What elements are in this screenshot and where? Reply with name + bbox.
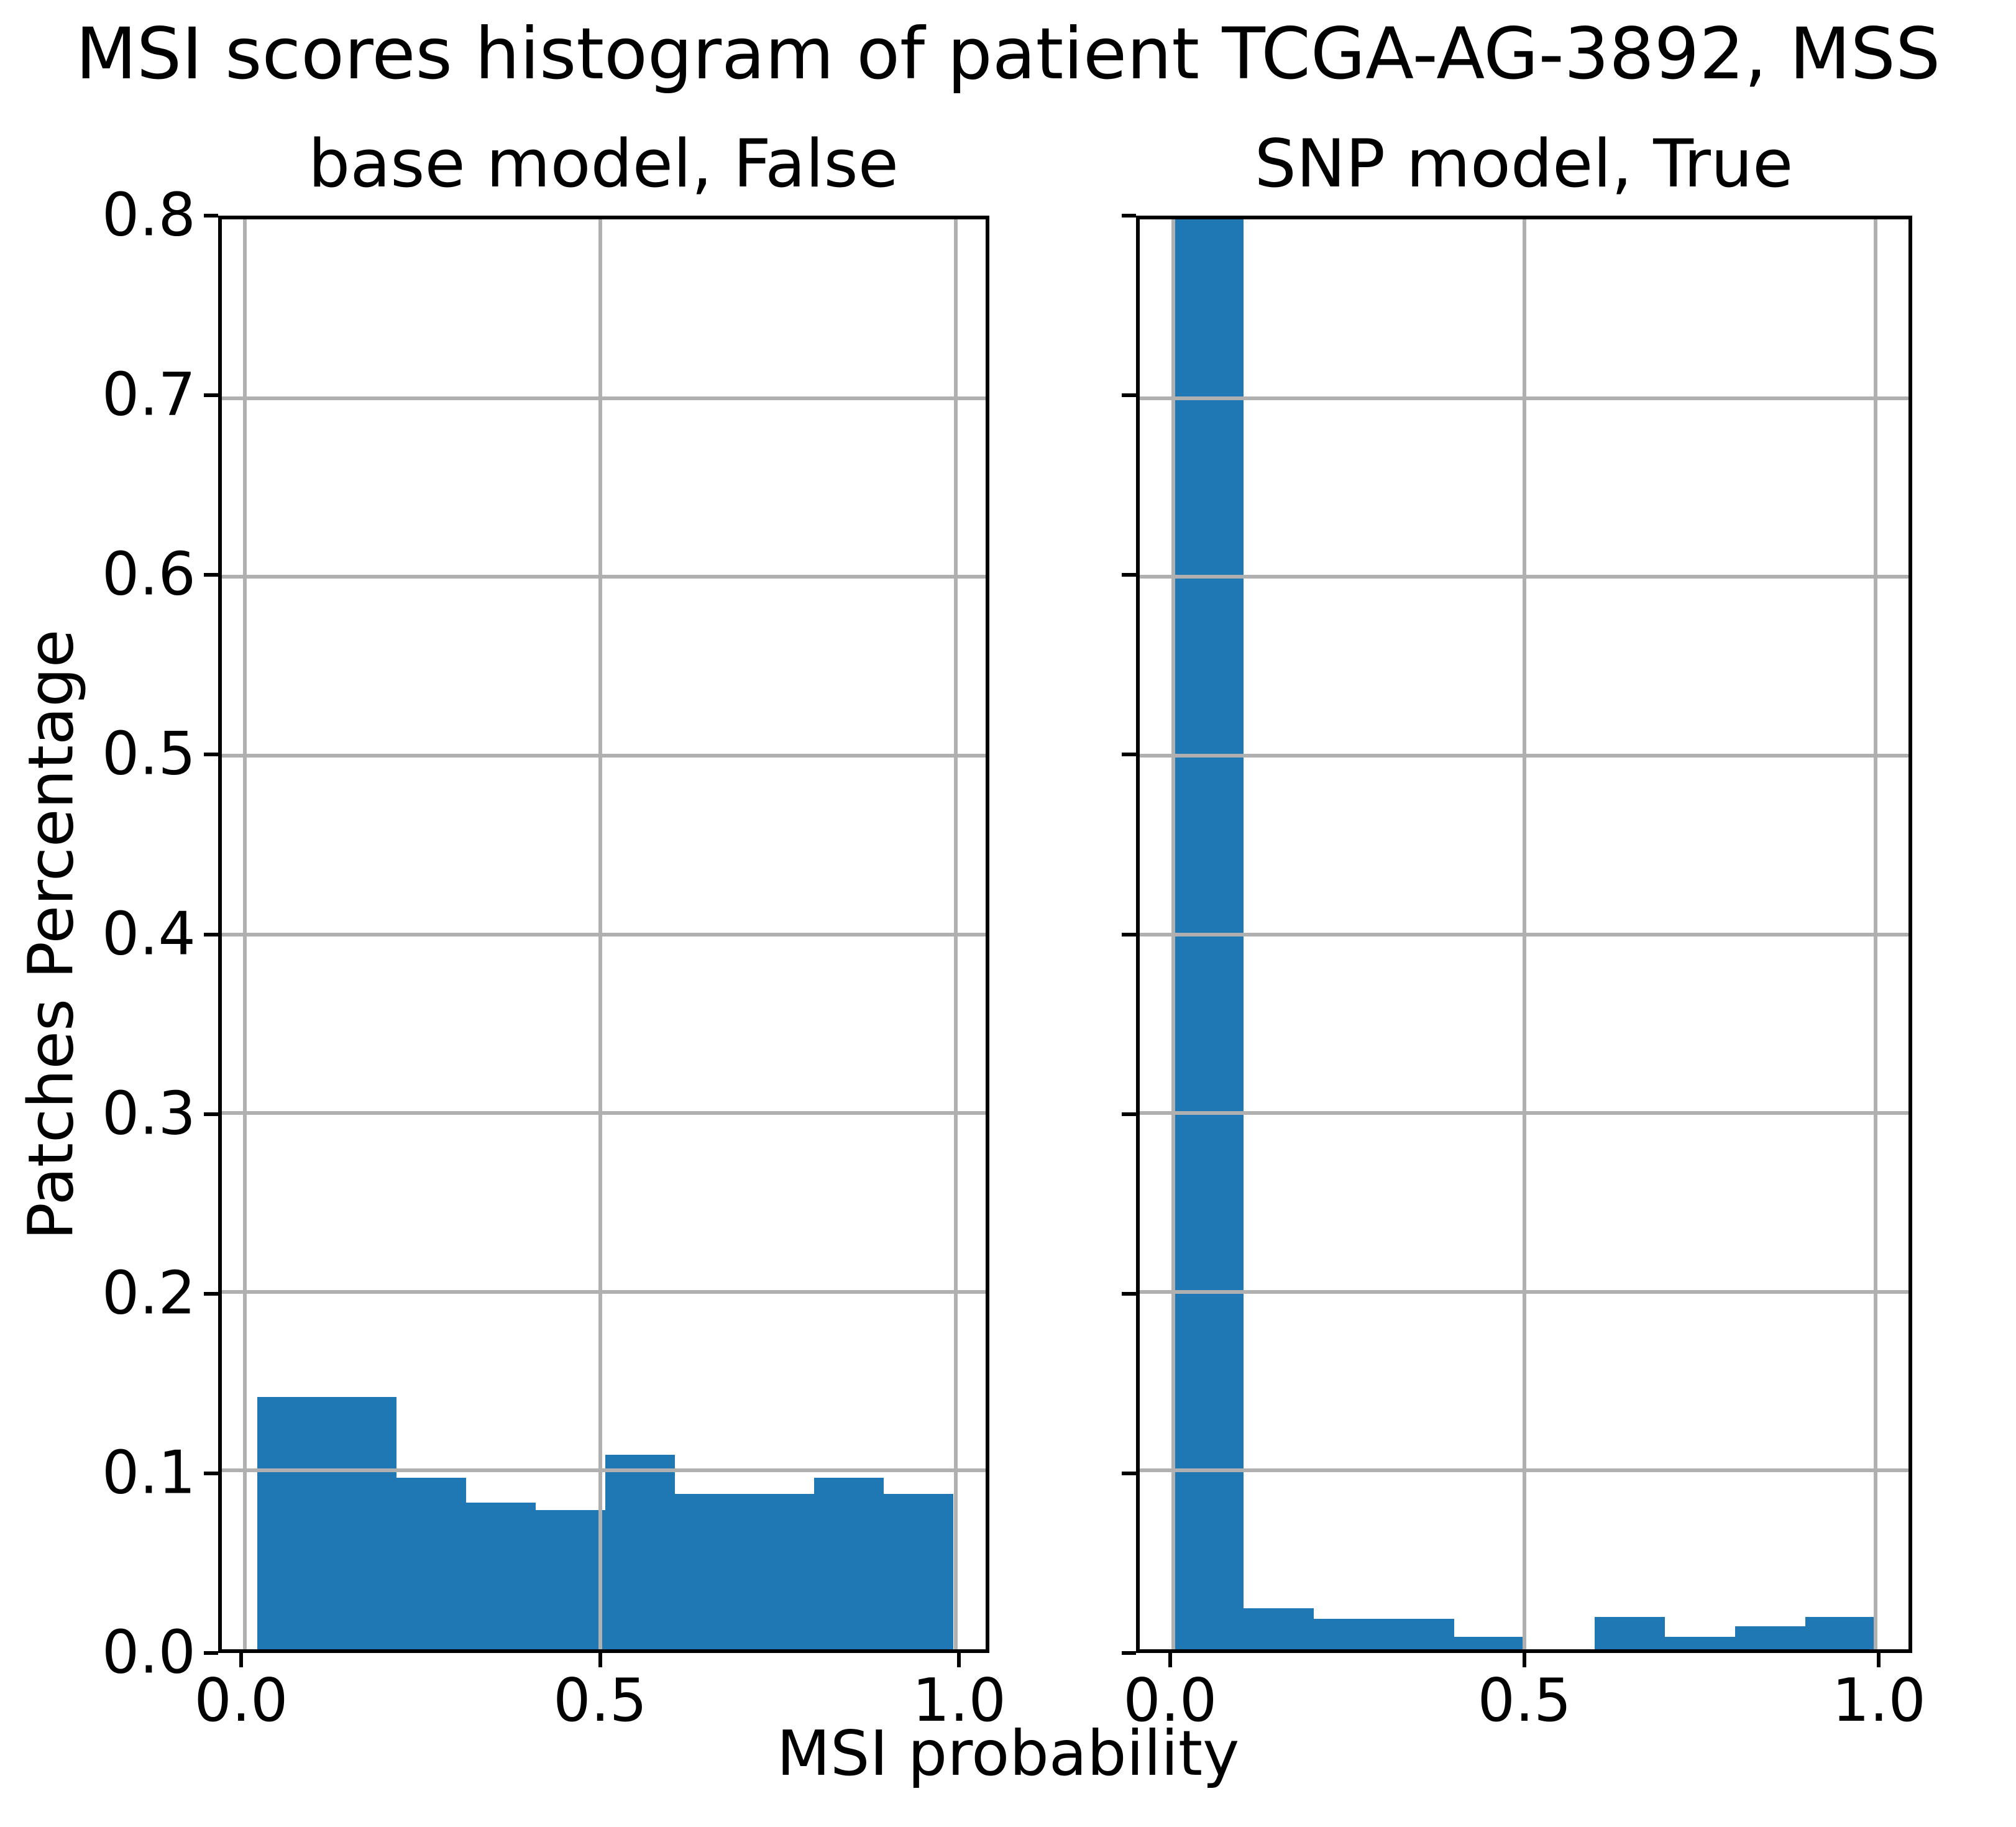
vertical-gridline: [1171, 219, 1176, 1649]
vertical-gridline: [1873, 219, 1877, 1649]
histogram-bar: [675, 1493, 745, 1649]
histogram-bar: [466, 1503, 536, 1649]
histogram-bar: [745, 1493, 815, 1649]
y-tick-mark: [204, 1471, 218, 1475]
y-tick-mark: [204, 1651, 218, 1655]
horizontal-gridline: [222, 1289, 986, 1294]
y-tick-mark: [204, 1112, 218, 1116]
x-tick-mark: [1523, 1653, 1527, 1667]
horizontal-gridline: [222, 1111, 986, 1115]
x-tick-label: 0.0: [1123, 1667, 1217, 1735]
y-tick-mark: [1122, 573, 1136, 577]
horizontal-gridline: [222, 753, 986, 758]
y-tick-label: 0.0: [101, 1618, 196, 1687]
histogram-bar: [1734, 1626, 1805, 1649]
histogram-bar: [605, 1454, 676, 1649]
vertical-gridline: [598, 219, 602, 1649]
panel-title-base-model: base model, False: [308, 126, 899, 202]
y-axis-label: Patches Percentage: [14, 629, 88, 1240]
histogram-bar: [814, 1477, 884, 1649]
y-tick-label: 0.5: [101, 720, 196, 789]
y-tick-mark: [1122, 393, 1136, 398]
histogram-bar: [1244, 1608, 1314, 1649]
x-tick-label: 0.5: [553, 1667, 648, 1735]
histogram-bar: [1595, 1617, 1665, 1649]
x-tick-label: 1.0: [1831, 1667, 1926, 1735]
right-histogram-panel: 0.0 0.5 1.0: [1122, 214, 1926, 1731]
x-axis-label: MSI probability: [776, 1717, 1240, 1790]
x-tick-mark: [1168, 1653, 1172, 1667]
x-tick-label: 0.5: [1477, 1667, 1572, 1735]
y-tick-label: 0.8: [101, 181, 196, 250]
vertical-gridline: [1523, 219, 1527, 1649]
y-tick-mark: [1122, 932, 1136, 936]
y-tick-mark: [204, 393, 218, 398]
horizontal-gridline: [222, 1468, 986, 1473]
histogram-bar: [1314, 1619, 1385, 1649]
y-tick-label: 0.2: [101, 1259, 196, 1328]
histogram-bar: [257, 1397, 328, 1649]
y-tick-mark: [204, 753, 218, 757]
vertical-gridline: [953, 219, 958, 1649]
histogram-bar: [327, 1397, 397, 1649]
y-tick-label: 0.1: [101, 1439, 196, 1508]
histogram-bar: [1384, 1619, 1455, 1649]
histogram-bar: [884, 1493, 954, 1649]
horizontal-gridline: [222, 575, 986, 579]
left-plot-area: [218, 216, 989, 1653]
left-histogram-panel: 0.0 0.5 1.0 0.0 0.1 0.2 0.3 0.4 0.5 0.6 0.7 0.8: [102, 186, 1006, 1731]
y-tick-mark: [1122, 753, 1136, 757]
x-tick-mark: [598, 1653, 602, 1667]
y-tick-mark: [1122, 1471, 1136, 1475]
y-tick-label: 0.3: [101, 1079, 196, 1148]
horizontal-gridline: [222, 932, 986, 936]
y-tick-mark: [1122, 1112, 1136, 1116]
y-tick-mark: [1122, 1651, 1136, 1655]
horizontal-gridline: [222, 396, 986, 400]
histogram-bar: [1805, 1617, 1876, 1649]
right-plot-area: [1136, 216, 1912, 1653]
x-tick-mark: [957, 1653, 961, 1667]
y-tick-label: 0.4: [101, 900, 196, 968]
x-tick-mark: [239, 1653, 243, 1667]
y-tick-mark: [204, 214, 218, 218]
figure-title: MSI scores histogram of patient TCGA-AG-…: [75, 12, 1941, 95]
y-tick-label: 0.7: [101, 360, 196, 429]
histogram-bar: [536, 1509, 606, 1649]
y-tick-label: 0.6: [101, 540, 196, 609]
y-tick-mark: [1122, 214, 1136, 218]
x-tick-label: 0.0: [194, 1667, 288, 1735]
histogram-bar: [1665, 1636, 1735, 1649]
y-tick-mark: [204, 1291, 218, 1296]
vertical-gridline: [242, 219, 247, 1649]
y-tick-mark: [204, 573, 218, 577]
y-tick-mark: [204, 932, 218, 936]
x-tick-label: 1.0: [912, 1667, 1007, 1735]
x-tick-mark: [1877, 1653, 1881, 1667]
panel-title-snp-model: SNP model, True: [1254, 126, 1794, 202]
histogram-bar: [396, 1477, 467, 1649]
y-tick-mark: [1122, 1291, 1136, 1296]
histogram-bar: [1454, 1636, 1525, 1649]
